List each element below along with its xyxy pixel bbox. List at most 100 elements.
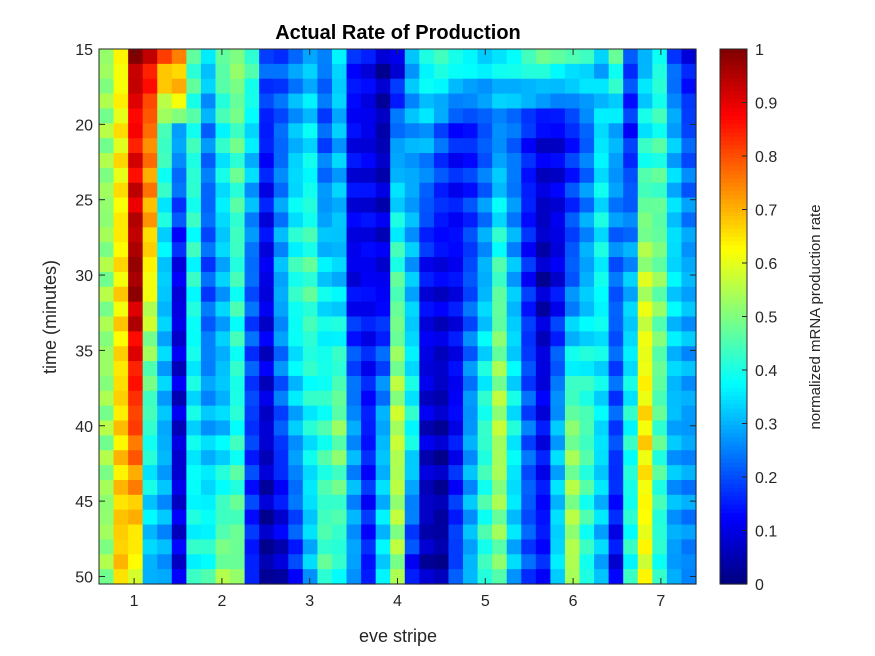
heatmap-cell bbox=[492, 286, 508, 303]
colorbar-segment bbox=[720, 425, 747, 430]
heatmap-cell bbox=[564, 331, 581, 347]
heatmap-cell bbox=[142, 182, 158, 199]
heatmap-cell bbox=[171, 257, 187, 273]
heatmap-cell bbox=[186, 405, 202, 422]
colorbar-tick-label: 0.3 bbox=[755, 417, 777, 434]
heatmap-cell bbox=[200, 138, 217, 154]
heatmap-cell bbox=[506, 539, 522, 555]
heatmap-cell bbox=[506, 227, 522, 243]
heatmap-cell bbox=[564, 182, 581, 199]
heatmap-cell bbox=[259, 375, 275, 392]
heatmap-cell bbox=[506, 286, 522, 303]
heatmap-cell bbox=[99, 435, 115, 451]
heatmap-cell bbox=[288, 420, 304, 436]
heatmap-cell bbox=[99, 361, 115, 377]
heatmap-cell bbox=[419, 49, 435, 65]
heatmap-cell bbox=[273, 346, 289, 362]
heatmap-cell bbox=[273, 212, 289, 228]
heatmap-cell bbox=[273, 316, 289, 332]
heatmap-cell bbox=[128, 49, 144, 65]
heatmap-cell bbox=[404, 346, 420, 362]
heatmap-cell bbox=[99, 153, 115, 169]
heatmap-cell bbox=[652, 375, 668, 392]
heatmap-cell bbox=[564, 78, 581, 95]
heatmap-cell bbox=[317, 316, 333, 332]
heatmap-cell bbox=[419, 286, 435, 303]
heatmap-cell bbox=[448, 286, 464, 303]
colorbar-tick-label: 0.1 bbox=[755, 524, 777, 541]
heatmap-cell bbox=[244, 123, 260, 139]
heatmap-cell bbox=[361, 346, 377, 362]
heatmap-cell bbox=[317, 554, 333, 570]
colorbar-segment bbox=[720, 349, 747, 355]
heatmap-cell bbox=[564, 346, 581, 362]
heatmap-cell bbox=[244, 49, 260, 65]
heatmap-cell bbox=[608, 153, 624, 169]
heatmap-cell bbox=[375, 123, 391, 139]
heatmap-cell bbox=[492, 331, 508, 347]
heatmap-cell bbox=[288, 375, 304, 392]
heatmap-cell bbox=[652, 509, 668, 526]
heatmap-cell bbox=[623, 405, 639, 422]
heatmap-cell bbox=[594, 554, 610, 570]
y-tick-label: 35 bbox=[75, 343, 93, 360]
heatmap-cell bbox=[521, 167, 537, 184]
heatmap-cell bbox=[288, 197, 304, 214]
heatmap-cell bbox=[200, 108, 217, 124]
heatmap-cell bbox=[579, 539, 595, 555]
heatmap-cell bbox=[463, 375, 479, 392]
heatmap-cell bbox=[463, 301, 479, 318]
heatmap-cell bbox=[186, 108, 202, 124]
colorbar-segment bbox=[720, 53, 747, 58]
heatmap-cell bbox=[142, 212, 158, 228]
colorbar-segment bbox=[720, 86, 747, 92]
heatmap-cell bbox=[375, 63, 391, 80]
colorbar-segment bbox=[720, 487, 747, 493]
heatmap-cell bbox=[288, 93, 304, 110]
heatmap-cell bbox=[317, 49, 333, 65]
heatmap-cell bbox=[521, 78, 537, 95]
heatmap-cell bbox=[317, 78, 333, 95]
heatmap-cell bbox=[259, 257, 275, 273]
heatmap-cell bbox=[594, 93, 610, 110]
heatmap-cell bbox=[375, 539, 391, 555]
heatmap-cell bbox=[99, 286, 115, 303]
heatmap-cell bbox=[331, 167, 348, 184]
heatmap-cell bbox=[564, 123, 581, 139]
heatmap-cell bbox=[230, 375, 246, 392]
heatmap-cell bbox=[186, 212, 202, 228]
heatmap-cell bbox=[477, 212, 493, 228]
heatmap-cell bbox=[390, 197, 406, 214]
heatmap-cell bbox=[521, 465, 537, 481]
heatmap-cell bbox=[535, 450, 551, 466]
heatmap-cell bbox=[142, 435, 158, 451]
heatmap-cell bbox=[244, 286, 260, 303]
colorbar-segment bbox=[720, 99, 747, 104]
heatmap-cell bbox=[288, 494, 304, 511]
heatmap-cell bbox=[477, 167, 493, 184]
heatmap-cell bbox=[506, 167, 522, 184]
heatmap-cell bbox=[200, 49, 217, 65]
heatmap-cell bbox=[433, 450, 450, 466]
heatmap-cell bbox=[302, 123, 319, 139]
heatmap-cell bbox=[579, 78, 595, 95]
heatmap-cell bbox=[171, 138, 187, 154]
heatmap-cell bbox=[99, 138, 115, 154]
heatmap-cell bbox=[230, 63, 246, 80]
heatmap-cell bbox=[666, 108, 683, 124]
heatmap-cell bbox=[113, 450, 129, 466]
heatmap-cell bbox=[477, 49, 493, 65]
heatmap-cell bbox=[506, 524, 522, 541]
heatmap-cell bbox=[244, 524, 260, 541]
heatmap-cell bbox=[390, 316, 406, 332]
heatmap-cell bbox=[463, 182, 479, 199]
heatmap-cell bbox=[564, 242, 581, 258]
heatmap-cell bbox=[302, 108, 319, 124]
heatmap-cell bbox=[157, 346, 173, 362]
heatmap-cell bbox=[128, 301, 144, 318]
heatmap-cell bbox=[623, 212, 639, 228]
heatmap-cell bbox=[244, 316, 260, 332]
heatmap-cell bbox=[681, 197, 697, 214]
colorbar-segment bbox=[720, 420, 747, 426]
heatmap-cell bbox=[652, 182, 668, 199]
